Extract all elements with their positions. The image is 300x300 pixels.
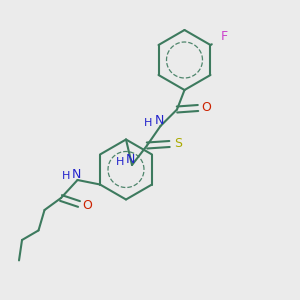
Text: F: F — [220, 30, 227, 43]
Text: H: H — [144, 118, 153, 128]
Text: N: N — [126, 153, 135, 166]
Text: N: N — [72, 167, 81, 181]
Text: O: O — [82, 199, 92, 212]
Text: H: H — [116, 157, 124, 167]
Text: S: S — [174, 137, 182, 150]
Text: N: N — [154, 114, 164, 127]
Text: H: H — [62, 171, 70, 182]
Text: O: O — [202, 101, 211, 114]
